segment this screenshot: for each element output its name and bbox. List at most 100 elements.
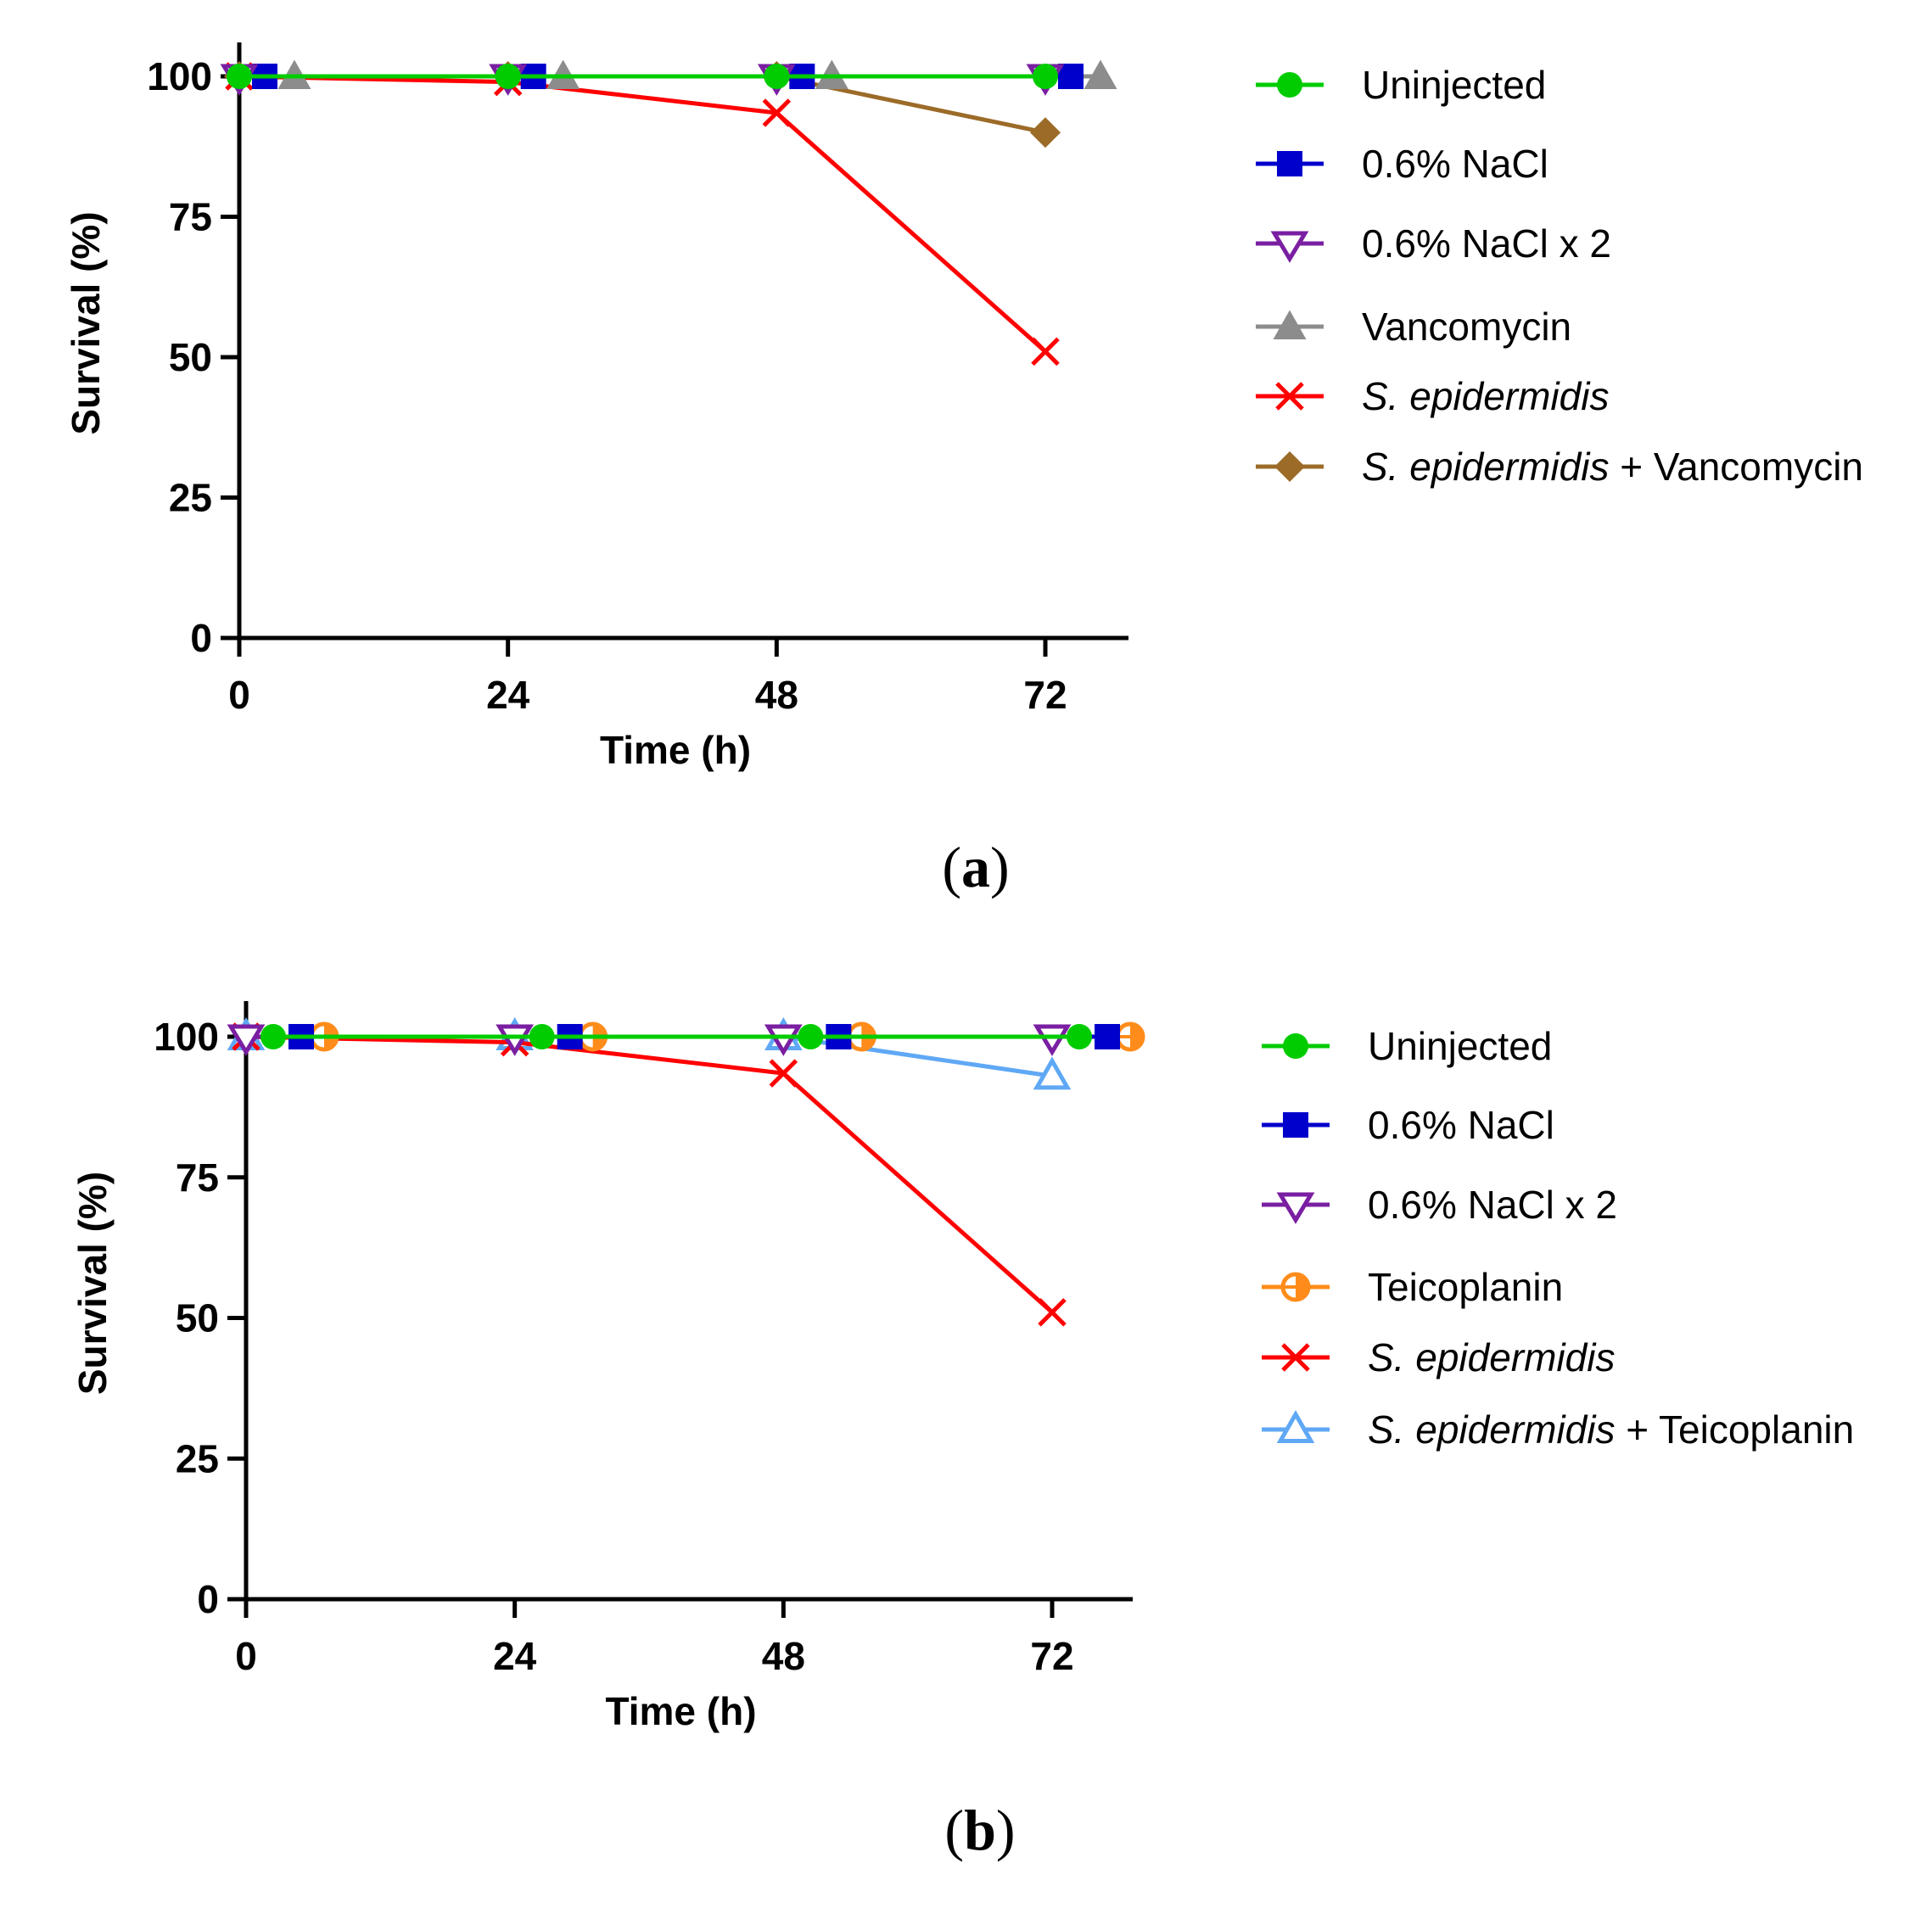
x-tick-label: 48 (755, 673, 798, 717)
y-axis-title: Survival (%) (64, 211, 108, 434)
data-point (798, 1024, 824, 1049)
legend-label-italic: S. epidermidis (1362, 374, 1609, 418)
legend-item: Uninjected (1256, 63, 1546, 107)
x-tick-label: 24 (493, 1634, 537, 1678)
x-tick-label: 0 (228, 673, 250, 717)
x-tick-label: 24 (486, 673, 530, 717)
data-point (529, 1024, 555, 1049)
panel-label: (a) (942, 835, 1009, 899)
legend-label-italic: S. epidermidis (1368, 1335, 1615, 1379)
data-point (769, 1059, 798, 1088)
legend-item: Uninjected (1262, 1024, 1552, 1068)
legend-label: S. epidermidis (1362, 374, 1609, 418)
y-tick-label: 25 (176, 1436, 219, 1480)
x-tick-label: 48 (762, 1634, 805, 1678)
legend-label: Uninjected (1368, 1024, 1552, 1068)
data-point (1038, 1298, 1067, 1327)
legend-label: Teicoplanin (1368, 1265, 1563, 1309)
legend-marker (1281, 1343, 1310, 1372)
legend-marker (1273, 310, 1307, 339)
legend-label-rest: + Vancomycin (1609, 445, 1863, 489)
legend-label: 0.6% NaCl (1362, 142, 1548, 186)
y-tick-label: 25 (169, 476, 212, 520)
y-tick-label: 75 (176, 1155, 219, 1200)
data-point (496, 1024, 535, 1056)
x-axis-title: Time (h) (605, 1689, 756, 1733)
data-point (1095, 1024, 1120, 1049)
legend-label: S. epidermidis + Teicoplanin (1368, 1407, 1854, 1452)
legend-marker (1274, 451, 1305, 482)
y-tick-label: 0 (190, 616, 212, 660)
legend-item: 0.6% NaCl x 2 (1262, 1183, 1617, 1227)
y-tick-label: 100 (147, 54, 212, 98)
legend-label-rest: Uninjected (1362, 63, 1546, 107)
legend-item: 0.6% NaCl (1256, 142, 1548, 186)
y-tick-label: 50 (169, 335, 212, 379)
data-point (764, 1024, 803, 1056)
legend-marker (1270, 231, 1309, 263)
legend-label: S. epidermidis + Vancomycin (1362, 445, 1863, 489)
legend-label-rest: Uninjected (1368, 1024, 1552, 1068)
y-tick-label: 75 (169, 195, 212, 239)
legend-item: 0.6% NaCl x 2 (1256, 221, 1611, 266)
legend-label: 0.6% NaCl x 2 (1362, 221, 1611, 266)
legend-label-rest: 0.6% NaCl x 2 (1368, 1183, 1617, 1227)
legend-label-rest: Vancomycin (1362, 305, 1571, 349)
data-point (762, 98, 792, 127)
data-point (1030, 117, 1061, 148)
legend-label-italic: S. epidermidis (1362, 445, 1609, 489)
legend-label: 0.6% NaCl x 2 (1368, 1183, 1617, 1227)
series-s-epidermidis (232, 1022, 1067, 1327)
x-tick-label: 0 (235, 1634, 257, 1678)
chart-panel-a: 0 25 50 75 100 0 24 48 72 Time (h) Survival (%) Uni… (64, 42, 1863, 899)
y-axis-title: Survival (%) (70, 1172, 115, 1395)
data-point (227, 64, 252, 89)
legend-marker (1280, 1272, 1311, 1302)
series-line (238, 74, 1047, 354)
legend-label-rest: 0.6% NaCl (1362, 142, 1548, 186)
series-uninjected (260, 1024, 1092, 1049)
data-point (1084, 59, 1117, 89)
x-axis-title: Time (h) (600, 728, 751, 772)
data-point (1067, 1024, 1092, 1049)
data-point (1033, 1024, 1072, 1056)
legend-marker (1276, 1409, 1315, 1443)
legend-label-rest: Teicoplanin (1368, 1265, 1563, 1309)
legend-marker (1283, 1112, 1308, 1138)
legend-label-rest: 0.6% NaCl (1368, 1103, 1554, 1147)
series-s-epidermidis-vancomycin (224, 61, 1061, 148)
series-line (245, 1034, 1054, 1314)
legend-label-rest: 0.6% NaCl x 2 (1362, 221, 1611, 266)
data-point (495, 64, 521, 89)
data-point (764, 64, 790, 89)
data-point (227, 1024, 266, 1056)
legend-marker (1277, 151, 1302, 176)
legend: Uninjected 0.6% NaCl 0.6% NaCl x 2 Vancomyc… (1256, 63, 1863, 489)
y-tick-label: 0 (197, 1577, 219, 1621)
data-point (260, 1024, 286, 1049)
x-tick-label: 72 (1023, 673, 1067, 717)
legend-item: 0.6% NaCl (1262, 1103, 1554, 1147)
legend-item: S. epidermidis (1262, 1335, 1615, 1379)
series-line (239, 74, 1046, 135)
legend-marker (1276, 1192, 1315, 1224)
chart-panel-b: 0 25 50 75 100 0 24 48 72 Time (h) Survival (%) Uni… (70, 1001, 1854, 1862)
series-s-epidermidis-teicoplanin (227, 1016, 1072, 1090)
legend-label-italic: S. epidermidis (1368, 1407, 1615, 1452)
legend-item: S. epidermidis (1256, 374, 1609, 418)
legend-marker (1277, 72, 1302, 98)
legend-marker (1275, 382, 1304, 411)
legend-label-rest: + Teicoplanin (1615, 1407, 1854, 1452)
data-point (1115, 1021, 1145, 1052)
legend-item: S. epidermidis + Vancomycin (1256, 445, 1863, 489)
y-tick-label: 50 (176, 1296, 219, 1340)
legend-marker (1283, 1033, 1308, 1059)
panel-label: (b) (944, 1798, 1015, 1862)
data-point (1033, 1056, 1072, 1090)
legend-item: S. epidermidis + Teicoplanin (1262, 1407, 1854, 1452)
data-point (1058, 64, 1084, 89)
data-point (1033, 64, 1058, 89)
legend-label: Vancomycin (1362, 305, 1571, 349)
legend-label: S. epidermidis (1368, 1335, 1615, 1379)
